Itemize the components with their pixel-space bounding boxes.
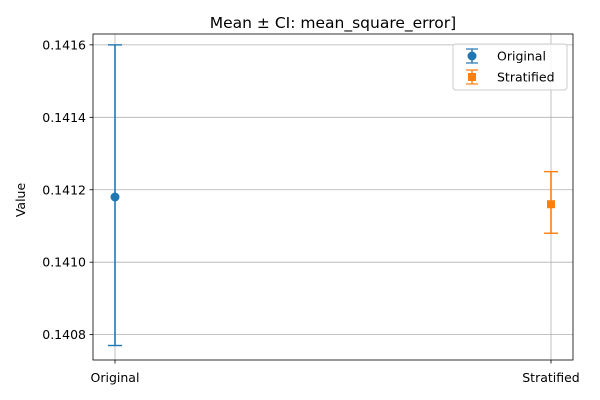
- legend-box: [452, 43, 568, 91]
- x-axis-ticks: Original Stratified: [91, 360, 580, 385]
- legend-entry-original: Original: [466, 48, 546, 64]
- plot-frame: [92, 33, 574, 361]
- legend-entry-stratified: Stratified: [466, 69, 555, 85]
- mean-marker: [110, 192, 120, 202]
- legend-label: Stratified: [497, 70, 555, 85]
- mean-marker: [547, 200, 555, 209]
- chart-title: Mean ± CI: mean_square_error]: [210, 14, 456, 33]
- y-tick-label: 0.1410: [42, 255, 86, 270]
- y-tick-label: 0.1408: [42, 327, 86, 342]
- series-stratified: [544, 170, 558, 234]
- x-tick-label: Original: [91, 370, 140, 385]
- legend-label: Original: [497, 49, 546, 64]
- y-axis-ticks: 0.1408 0.1410 0.1412 0.1414 0.1416: [42, 37, 93, 342]
- series-original: [108, 44, 122, 347]
- data-marks: [108, 44, 558, 347]
- y-tick-label: 0.1414: [42, 110, 86, 125]
- legend: Original Stratified: [452, 43, 568, 91]
- y-axis-label: Value: [13, 183, 28, 218]
- x-tick-label: Stratified: [522, 370, 580, 385]
- y-tick-label: 0.1412: [42, 182, 86, 197]
- y-tick-label: 0.1416: [42, 37, 86, 52]
- legend-marker: [467, 51, 477, 61]
- legend-marker: [468, 73, 476, 81]
